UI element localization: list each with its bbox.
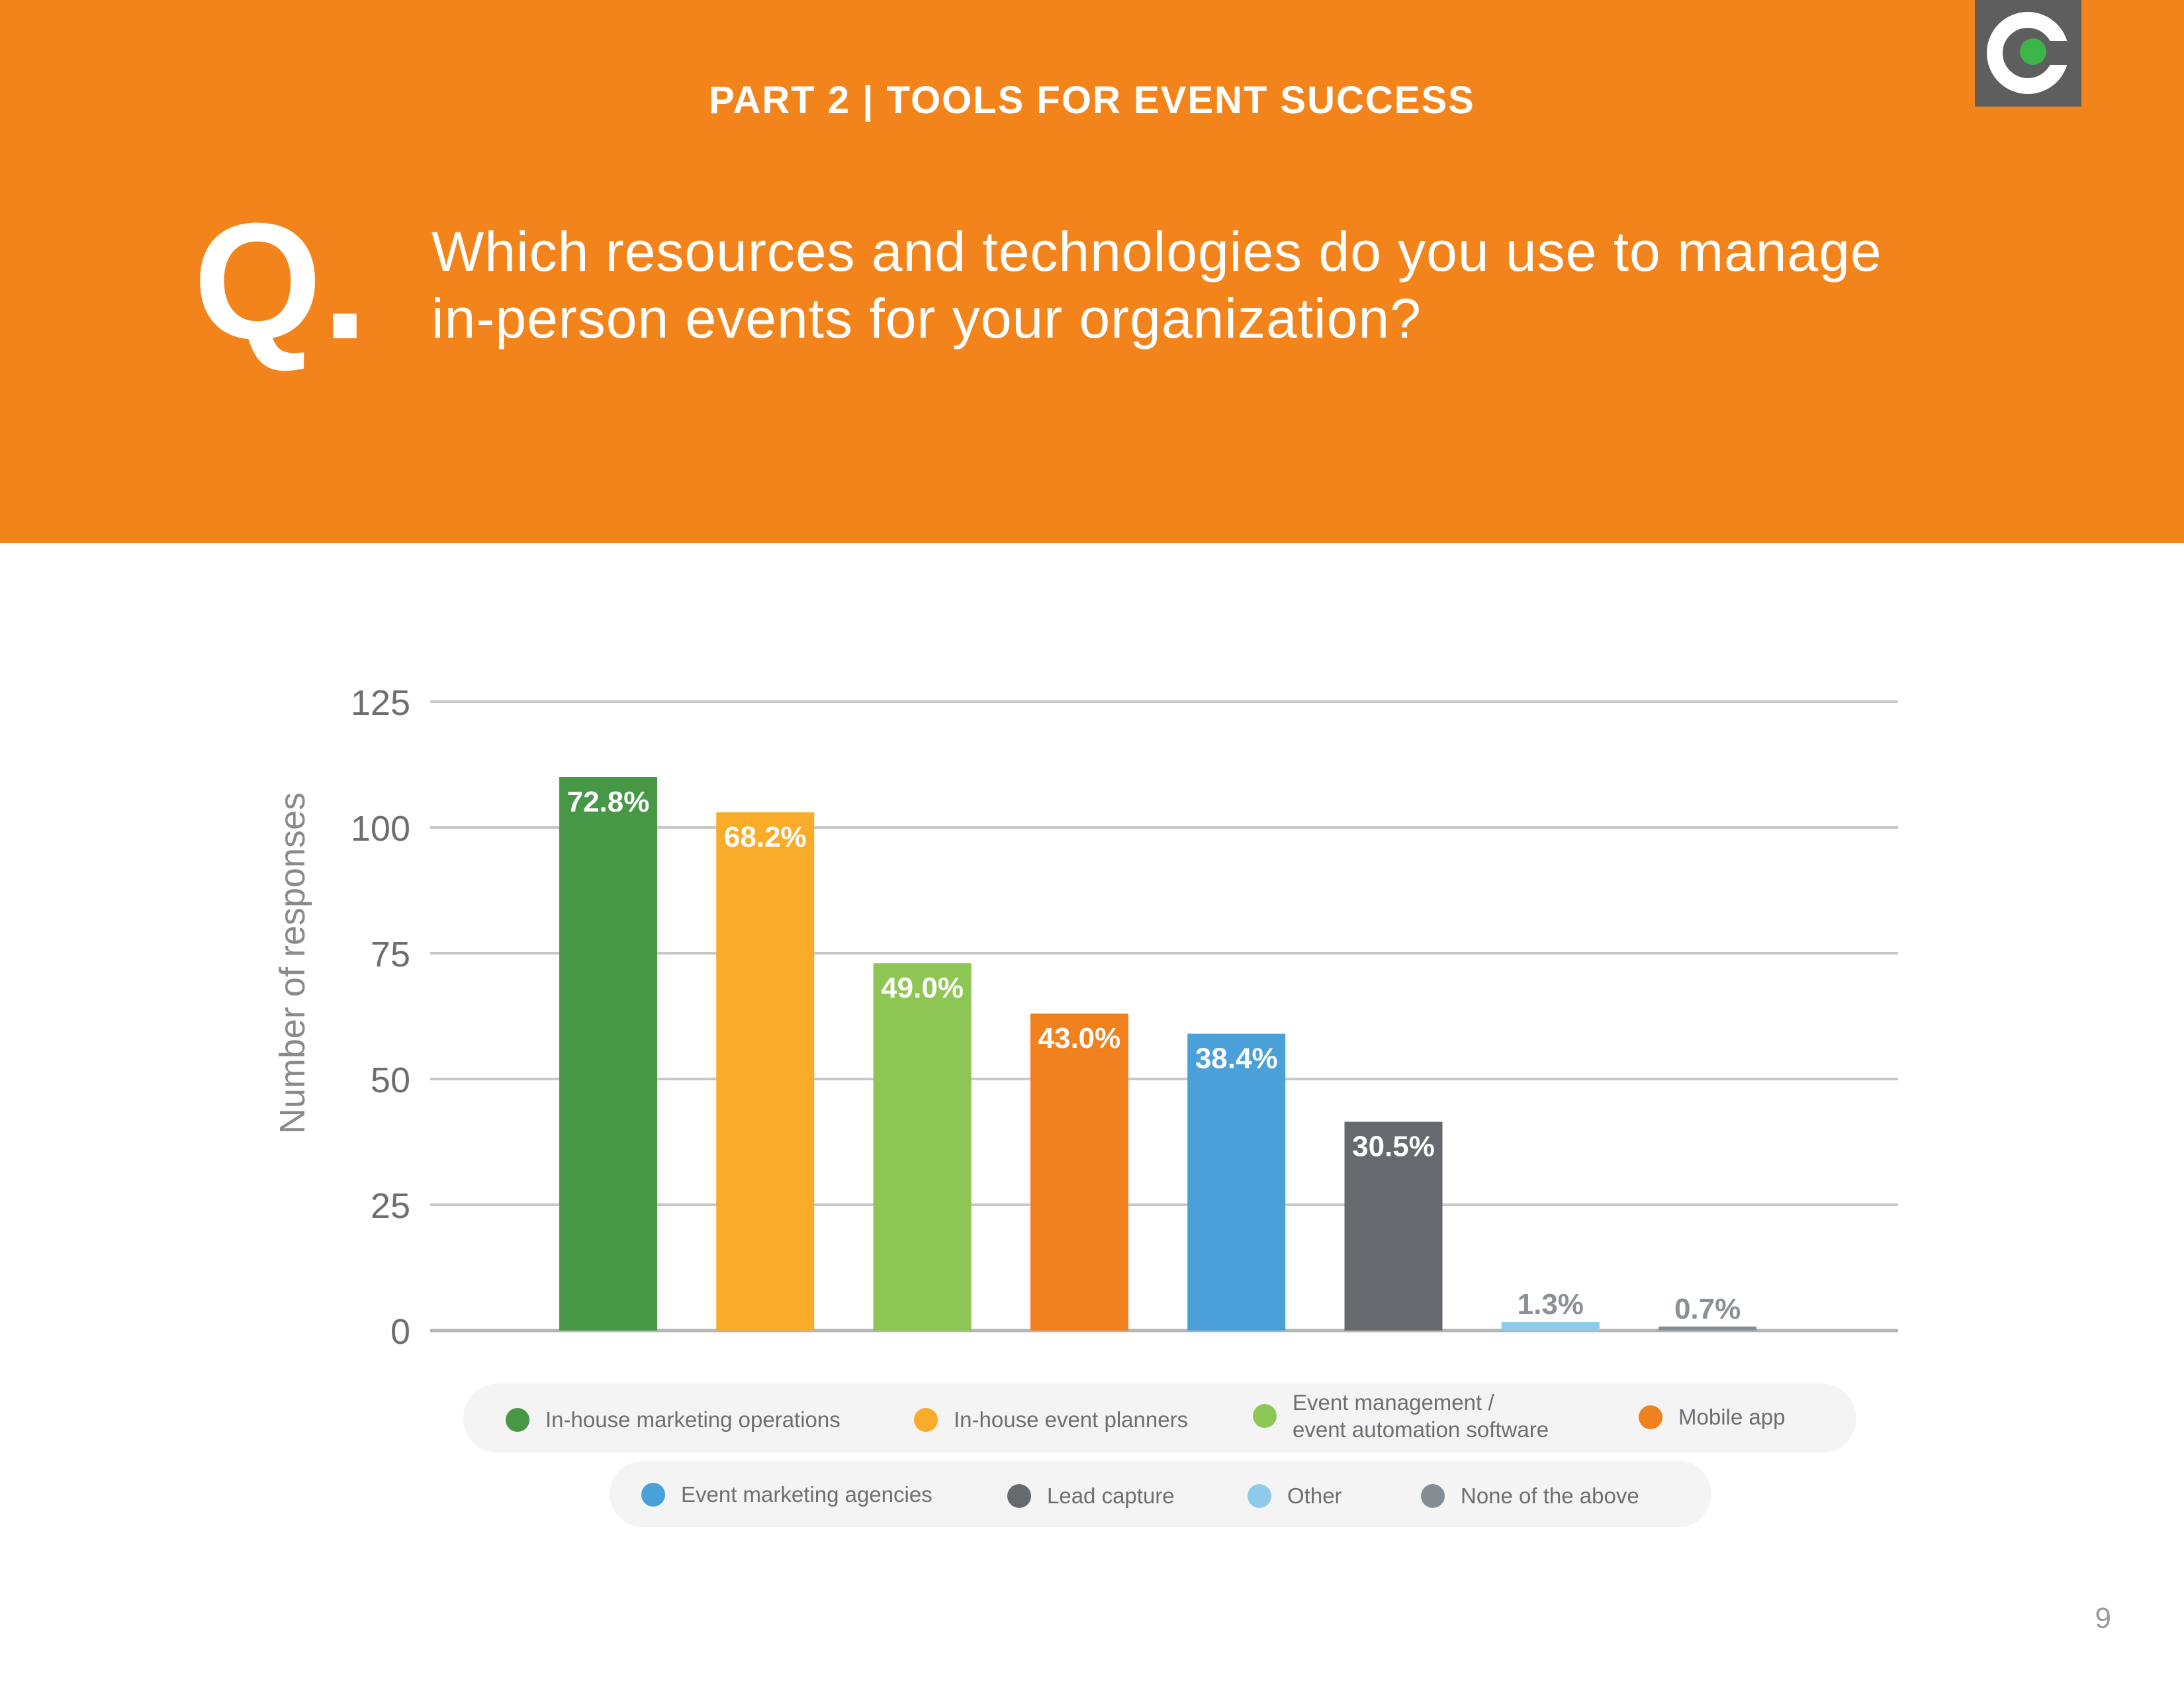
y-tick-label: 25 xyxy=(371,1186,410,1226)
header-banner: PART 2 | TOOLS FOR EVENT SUCCESS Q. Whic… xyxy=(0,0,2184,543)
y-tick-label: 75 xyxy=(371,935,410,974)
legend-item: None of the above xyxy=(1421,1482,1639,1509)
legend-label: Mobile app xyxy=(1678,1405,1786,1429)
legend-item: Event management / event automation soft… xyxy=(1253,1389,1549,1443)
section-title: PART 2 | TOOLS FOR EVENT SUCCESS xyxy=(709,79,1475,122)
legend-color-dot xyxy=(1248,1483,1271,1508)
legend-color-dot xyxy=(1421,1483,1445,1508)
legend-row-2: Event marketing agencies Lead capture Othe… xyxy=(610,1461,1711,1527)
bar xyxy=(1187,1033,1286,1331)
question-mark-label: Q. xyxy=(193,189,368,373)
data-label: 43.0% xyxy=(1038,1022,1121,1055)
bar xyxy=(873,963,972,1331)
bar xyxy=(1030,1013,1128,1331)
c-logo-graphic xyxy=(1987,12,2073,94)
bar xyxy=(1501,1322,1600,1331)
legend-item: Other xyxy=(1248,1482,1342,1509)
y-tick-label: 50 xyxy=(371,1060,410,1100)
legend-item: In-house marketing operations xyxy=(506,1406,841,1433)
legend-item: In-house event planners xyxy=(914,1406,1188,1433)
data-label: 1.3% xyxy=(1518,1288,1584,1321)
data-label: 0.7% xyxy=(1674,1293,1741,1325)
bar xyxy=(559,777,657,1331)
question-text: Which resources and technologies do you … xyxy=(432,220,1882,350)
legend-label: None of the above xyxy=(1461,1483,1639,1508)
data-label: 68.2% xyxy=(724,821,807,853)
legend-label: Event management / event automation soft… xyxy=(1293,1390,1549,1442)
legend-item: Lead capture xyxy=(1007,1482,1175,1509)
bar xyxy=(716,812,815,1331)
y-tick-label: 0 xyxy=(390,1312,410,1352)
c-logo-icon xyxy=(1975,0,2081,107)
y-axis-label: Number of responses xyxy=(273,792,312,1134)
legend-item: Event marketing agencies xyxy=(641,1481,933,1508)
bar-chart: 0 25 50 75 100 125 Number of responses 72.8% 68.… xyxy=(273,683,1898,1352)
legend-color-dot xyxy=(641,1482,665,1507)
legend-color-dot xyxy=(1253,1404,1277,1428)
data-label: 49.0% xyxy=(881,972,964,1004)
data-label: 38.4% xyxy=(1195,1043,1278,1075)
y-tick-label: 125 xyxy=(351,683,410,723)
y-tick-label: 100 xyxy=(351,809,410,849)
bar xyxy=(1659,1326,1757,1331)
legend-label: In-house event planners xyxy=(954,1407,1189,1432)
data-label: 30.5% xyxy=(1352,1131,1435,1163)
legend-item: Mobile app xyxy=(1639,1403,1785,1430)
legend-color-dot xyxy=(914,1407,938,1432)
legend-label: Lead capture xyxy=(1047,1483,1175,1508)
legend-label: Event marketing agencies xyxy=(681,1482,933,1507)
legend-color-dot xyxy=(506,1407,529,1432)
legend-label: Other xyxy=(1287,1483,1342,1508)
bar xyxy=(1344,1121,1443,1331)
legend-row-1: In-house marketing operations In-house ev… xyxy=(463,1383,1856,1453)
legend-color-dot xyxy=(1639,1405,1662,1429)
data-label: 72.8% xyxy=(567,786,650,818)
legend-label: In-house marketing operations xyxy=(545,1407,841,1432)
page-number: 9 xyxy=(2095,1602,2111,1634)
legend-color-dot xyxy=(1007,1483,1031,1508)
